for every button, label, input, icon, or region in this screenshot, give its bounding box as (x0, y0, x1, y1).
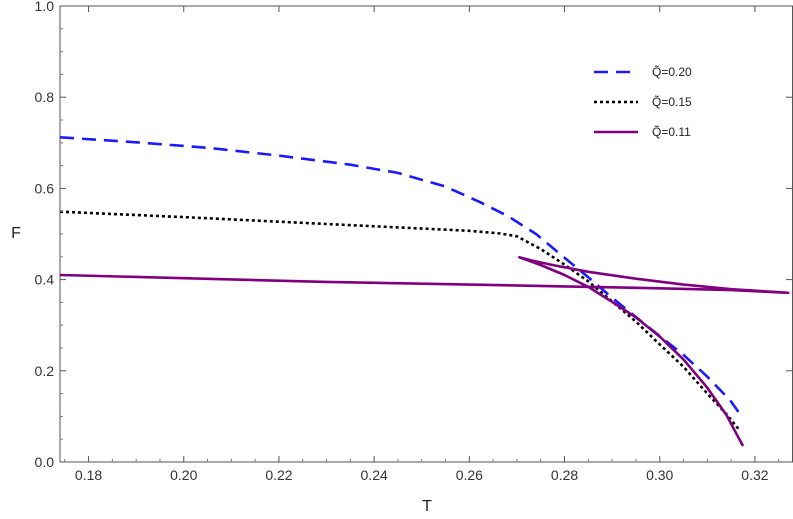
series-line-2 (59, 256, 790, 447)
y-tick-label: 0.4 (35, 272, 55, 288)
x-tick-label: 0.24 (361, 467, 388, 483)
x-tick-label: 0.32 (741, 467, 768, 483)
ticks: 0.18 0.20 0.22 0.24 0.26 0.28 0.30 0.32 0.0 0.2 0.… (35, 0, 792, 483)
x-tick-label: 0.30 (646, 467, 673, 483)
y-axis-label: F (11, 225, 21, 242)
y-tick-label: 1.0 (35, 0, 55, 14)
x-tick-label: 0.20 (170, 467, 197, 483)
y-tick-label: 0.0 (35, 454, 55, 470)
series-line-0 (59, 136, 743, 418)
x-tick-label: 0.22 (265, 467, 292, 483)
legend-label-2: Q̃=0.11 (652, 124, 691, 139)
legend-label-1: Q̃=0.15 (652, 94, 692, 109)
series-layer (59, 136, 790, 447)
x-tick-label: 0.28 (551, 467, 578, 483)
legend-label-0: Q̃=0.20 (652, 64, 692, 79)
y-tick-label: 0.8 (35, 89, 55, 105)
x-tick-label: 0.26 (456, 467, 483, 483)
series-line-1 (59, 210, 740, 430)
y-tick-label: 0.6 (35, 180, 55, 196)
x-tick-label: 0.18 (75, 467, 102, 483)
x-axis-label: T (422, 498, 432, 515)
legend: Q̃=0.20 Q̃=0.15 Q̃=0.11 (594, 64, 692, 139)
y-tick-label: 0.2 (35, 363, 55, 379)
